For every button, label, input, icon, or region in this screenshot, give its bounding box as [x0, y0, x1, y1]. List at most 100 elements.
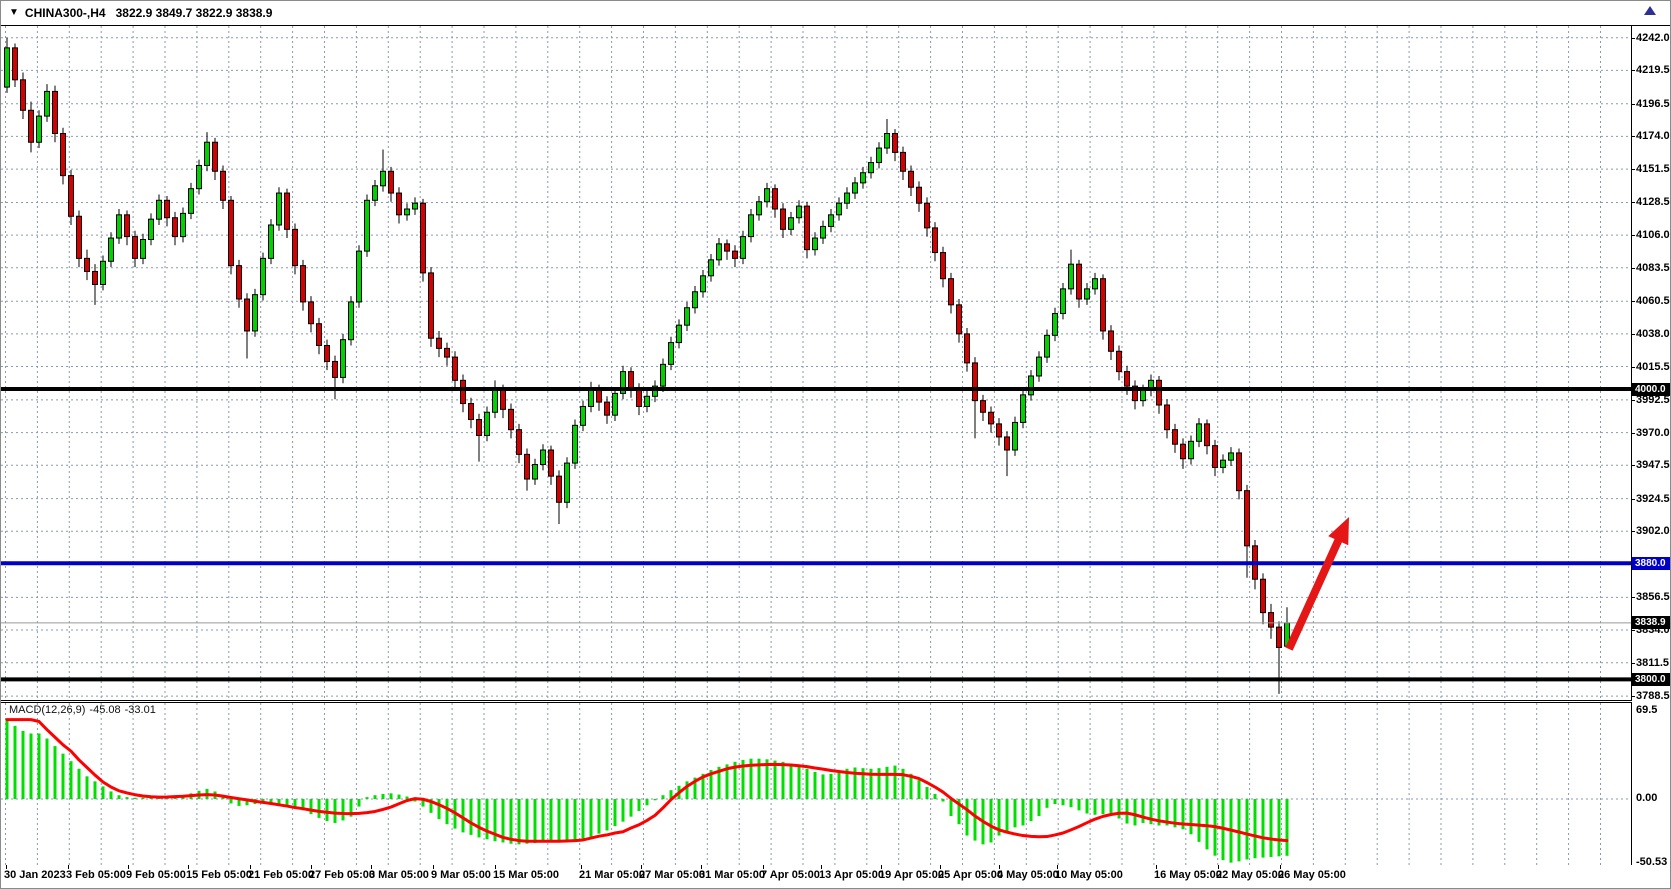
price-axis-tick — [1632, 630, 1635, 632]
macd-histogram-bar — [1245, 799, 1249, 860]
symbol-dropdown-icon[interactable]: ▼ — [9, 7, 19, 18]
candlestick-bear — [1260, 578, 1266, 614]
candlestick-bull — [860, 172, 866, 184]
candlestick-bull — [796, 205, 802, 219]
candlestick-bull — [1188, 440, 1194, 460]
macd-histogram-bar — [309, 799, 313, 815]
macd-histogram-bar — [525, 799, 529, 844]
macd-histogram-bar — [653, 799, 657, 801]
time-axis-tick — [701, 865, 702, 869]
macd-histogram-bar — [541, 799, 545, 843]
candlestick-bear — [68, 175, 74, 217]
candlestick-bear — [996, 423, 1002, 438]
candlestick-bear — [164, 199, 170, 219]
candlestick-bull — [844, 192, 850, 204]
candlestick-bull — [4, 47, 10, 88]
macd-histogram-bar — [1181, 799, 1185, 830]
candlestick-bear — [244, 298, 250, 332]
candlestick-bull — [572, 424, 578, 464]
candlestick-bear — [556, 475, 562, 503]
candlestick-bear — [476, 419, 482, 436]
candlestick-bear — [1212, 445, 1218, 468]
macd-indicator-label: MACD(12,26,9) -45.08 -33.01 — [9, 704, 160, 716]
candlestick-bull — [116, 214, 122, 239]
candlestick-bear — [76, 215, 82, 259]
candlestick-bull — [564, 462, 570, 503]
time-axis-tick — [188, 865, 189, 869]
macd-histogram-bar — [405, 796, 409, 799]
trend-arrow-head[interactable] — [1328, 517, 1349, 546]
macd-histogram-bar — [1029, 799, 1033, 822]
macd-histogram-bar — [301, 799, 305, 811]
candlestick-bull — [764, 188, 770, 203]
candlestick-bull — [108, 237, 114, 262]
time-label: 21 Mar 05:00 — [579, 869, 646, 881]
macd-histogram-bar — [605, 799, 609, 831]
candlestick-bear — [292, 228, 298, 267]
macd-histogram-bar — [829, 773, 833, 799]
time-label: 4 May 05:00 — [997, 869, 1059, 881]
macd-histogram-bar — [1285, 799, 1289, 856]
macd-histogram-bar — [349, 799, 353, 817]
candlestick-bear — [396, 192, 402, 216]
time-axis-tick — [881, 865, 882, 869]
macd-histogram-bar — [69, 761, 73, 799]
price-axis-tick — [1632, 70, 1635, 72]
candlestick-bull — [644, 395, 650, 407]
chart-title-bar: ▼ CHINA300-,H4 3822.9 3849.7 3822.9 3838… — [1, 1, 1670, 26]
candlestick-bull — [612, 392, 618, 416]
price-axis-tick — [1632, 597, 1635, 599]
macd-histogram-bar — [805, 768, 809, 799]
macd-histogram-bar — [669, 790, 673, 799]
macd-histogram-bar — [53, 746, 57, 799]
candlestick-bear — [1156, 379, 1162, 406]
price-axis-label: 4196.5 — [1636, 97, 1670, 110]
candlestick-bear — [1116, 350, 1122, 373]
candlestick-bear — [1268, 612, 1274, 628]
macd-histogram-bar — [1261, 799, 1265, 858]
macd-histogram-bar — [269, 799, 273, 805]
candlestick-bull — [580, 405, 586, 426]
price-axis-tick — [1632, 432, 1635, 434]
candlestick-bull — [756, 201, 762, 216]
candlestick-bear — [804, 205, 810, 251]
price-axis-label: 4174.0 — [1636, 130, 1670, 143]
macd-histogram-bar — [373, 795, 377, 799]
candlestick-bear — [212, 141, 218, 172]
time-axis-tick — [495, 865, 496, 869]
candlestick-bear — [428, 272, 434, 339]
macd-histogram-bar — [509, 799, 513, 844]
candlestick-bear — [92, 270, 98, 286]
candlestick-bear — [132, 236, 138, 259]
macd-histogram-bar — [1149, 799, 1153, 825]
macd-histogram-bar — [709, 770, 713, 799]
candlestick-bear — [388, 170, 394, 194]
trend-arrow-shaft[interactable] — [1285, 533, 1345, 651]
macd-histogram-bar — [21, 730, 25, 799]
candlestick-bull — [44, 90, 50, 117]
macd-histogram-bar — [5, 718, 9, 799]
candlestick-bear — [1108, 330, 1114, 352]
macd-histogram-bar — [909, 773, 913, 799]
macd-histogram-bar — [461, 799, 465, 833]
candlestick-bear — [972, 362, 978, 402]
candlestick-bull — [1196, 423, 1202, 442]
macd-histogram-bar — [37, 733, 41, 799]
time-axis: 30 Jan 2023 3 Feb 05:00 9 Feb 05:00 15 Feb … — [1, 865, 1670, 888]
macd-histogram-bar — [1101, 799, 1105, 815]
candlestick-bull — [180, 212, 186, 238]
time-label: 16 May 05:00 — [1154, 869, 1222, 881]
macd-histogram-bar — [893, 765, 897, 799]
candlestick-bear — [724, 243, 730, 252]
price-chart-panel — [1, 26, 1632, 701]
candlestick-bull — [348, 301, 354, 341]
candlestick-bear — [52, 90, 58, 135]
macd-histogram-bar — [485, 799, 489, 840]
macd-histogram-bar — [1013, 799, 1017, 828]
macd-histogram-bar — [1085, 799, 1089, 814]
candlestick-bull — [876, 147, 882, 164]
macd-histogram-bar — [1045, 799, 1049, 808]
chart-shift-icon[interactable] — [1644, 6, 1656, 15]
price-axis-label: 3811.5 — [1636, 656, 1670, 669]
price-axis-label: 3947.5 — [1636, 459, 1670, 472]
